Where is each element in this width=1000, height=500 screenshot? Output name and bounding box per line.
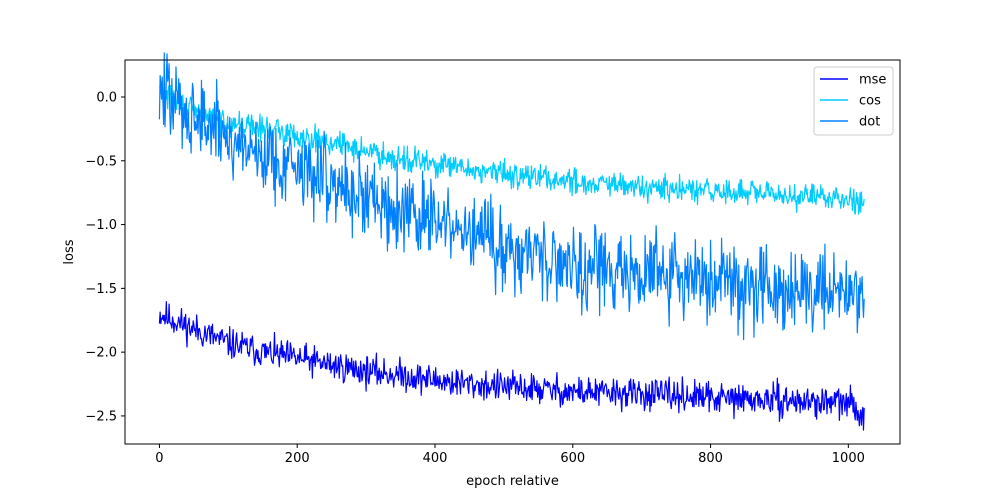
y-axis: 0.0 −0.5 −1.0 −1.5 −2.0 −2.5 xyxy=(85,90,125,424)
x-tick-label: 1000 xyxy=(832,451,865,466)
series-layer xyxy=(158,52,865,431)
x-tick-label: 400 xyxy=(423,451,448,466)
x-tick-label: 600 xyxy=(560,451,585,466)
x-tick-label: 0 xyxy=(155,451,163,466)
legend-label-cos: cos xyxy=(859,94,881,109)
x-tick-label: 200 xyxy=(285,451,310,466)
x-axis-title: epoch relative xyxy=(466,474,559,489)
legend: mse cos dot xyxy=(813,66,894,136)
y-axis-title: loss xyxy=(62,239,77,264)
legend-box xyxy=(813,66,894,136)
y-tick-label: −2.0 xyxy=(85,346,117,361)
y-tick-label: −0.5 xyxy=(85,154,117,169)
x-tick-label: 800 xyxy=(698,451,723,466)
legend-label-dot: dot xyxy=(859,115,880,130)
x-axis: 0 200 400 600 800 1000 xyxy=(155,444,865,466)
series-line-dot xyxy=(158,52,865,341)
y-tick-label: −1.0 xyxy=(85,218,117,233)
legend-label-mse: mse xyxy=(859,73,886,88)
series-line-cos xyxy=(158,84,865,215)
y-tick-label: −1.5 xyxy=(85,282,117,297)
series-line-mse xyxy=(158,300,865,431)
y-tick-label: 0.0 xyxy=(96,90,117,105)
plot-frame xyxy=(124,59,901,445)
y-tick-label: −2.5 xyxy=(85,409,117,424)
